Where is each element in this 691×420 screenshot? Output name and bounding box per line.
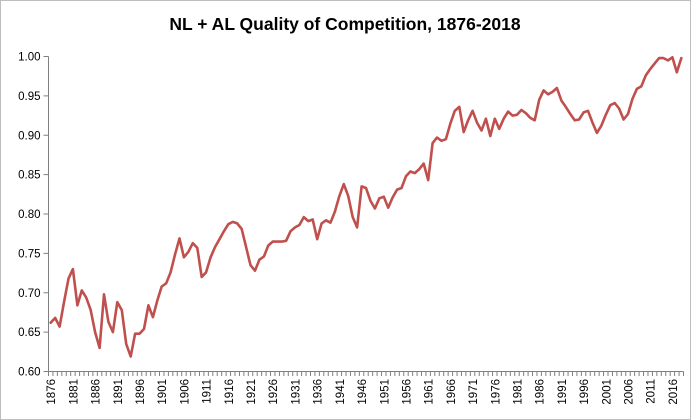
quality-of-competition-line — [49, 56, 683, 358]
x-tick-label: 1951 — [379, 379, 391, 405]
y-tick-label: 0.60 — [18, 367, 40, 379]
x-tick-label: 1931 — [290, 379, 302, 405]
y-tick-label: 1.00 — [18, 52, 40, 64]
x-tick-label: 1896 — [135, 379, 147, 405]
x-tick-label: 1956 — [401, 379, 413, 405]
x-tick-label: 1996 — [579, 379, 591, 405]
y-tick-label: 0.75 — [18, 248, 40, 260]
x-tick-label: 1916 — [224, 379, 236, 405]
x-tick-label: 1986 — [535, 379, 547, 405]
x-tick-label: 1921 — [246, 379, 258, 405]
x-tick-label: 1936 — [313, 379, 325, 405]
y-tick-label: 0.85 — [18, 170, 40, 182]
y-tick-label: 0.65 — [18, 327, 40, 339]
x-tick-label: 1966 — [446, 379, 458, 405]
x-tick-label: 1946 — [357, 379, 369, 405]
x-tick-label: 1941 — [335, 379, 347, 405]
axes — [43, 56, 684, 376]
axis-labels: 1.00 0.95 0.90 0.85 0.80 0.75 0.70 0.65 0.60 1876… — [18, 52, 680, 405]
x-tick-label: 1971 — [468, 379, 480, 405]
x-tick-label: 2001 — [601, 379, 613, 405]
x-tick-label: 1981 — [512, 379, 524, 405]
x-tick-label: 2016 — [668, 379, 680, 405]
x-tick-label: 1976 — [490, 379, 502, 405]
x-tick-label: 1991 — [557, 379, 569, 405]
x-tick-label: 1876 — [46, 379, 58, 405]
x-tick-label: 1881 — [68, 379, 80, 405]
x-tick-label: 1886 — [91, 379, 103, 405]
y-tick-label: 0.80 — [18, 209, 40, 221]
y-tick-label: 0.90 — [18, 130, 40, 142]
y-tick-label: 0.95 — [18, 91, 40, 103]
x-tick-label: 1961 — [424, 379, 436, 405]
chart-title: NL + AL Quality of Competition, 1876-201… — [169, 14, 520, 34]
x-tick-label: 2006 — [623, 379, 635, 405]
x-tick-label: 1911 — [202, 379, 214, 404]
x-tick-label: 1901 — [157, 379, 169, 405]
x-tick-label: 2011 — [646, 379, 658, 404]
y-tick-label: 0.70 — [18, 288, 40, 300]
x-tick-label: 1926 — [268, 379, 280, 405]
x-tick-label: 1906 — [179, 379, 191, 405]
x-tick-label: 1891 — [113, 379, 125, 405]
